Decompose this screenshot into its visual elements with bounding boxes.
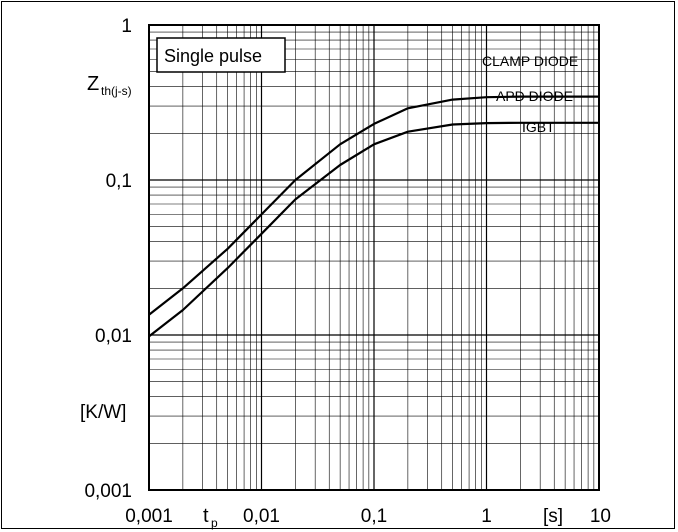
x-tick-label: 10 [590,506,611,527]
x-tick-label: 0,1 [361,506,387,527]
legend-box-border [156,37,286,73]
y-tick-label: 0,01 [95,326,132,347]
legend-box: Single pulse [156,37,286,73]
y-tick-label: 0,001 [84,481,132,502]
label-clamp-diode: CLAMP DIODE [482,53,578,69]
x-axis-title: t p [s] [203,505,563,530]
y-axis-title: Z th(j-s) [K/W] [80,73,132,423]
y-tick-label: 1 [121,16,132,37]
x-axis-subscript: p [211,516,218,530]
label-igbt: IGBT [522,119,555,135]
x-tick-label: 1 [481,506,492,527]
curves [148,95,599,338]
x-tick-label: 0,001 [125,506,173,527]
x-axis-unit: [s] [543,506,563,527]
y-tick-label: 0,1 [106,171,132,192]
x-tick-label: 0,01 [243,506,280,527]
grid [149,25,599,490]
label-apd-diode: APD DIODE [496,88,573,104]
y-axis-unit: [K/W] [80,402,126,423]
y-axis-symbol: Z [87,73,99,95]
tick-labels: 0,001 0,01 0,1 1 10 1 0,1 0,01 0,001 [84,16,611,527]
plot-area-border [148,24,600,491]
series-line-clamp-diode [148,95,599,316]
x-axis-symbol: t [203,505,209,527]
annotation-single-pulse: Single pulse [164,46,262,66]
series-line-apd-diode [148,121,599,338]
y-axis-subscript: th(j-s) [101,84,132,98]
